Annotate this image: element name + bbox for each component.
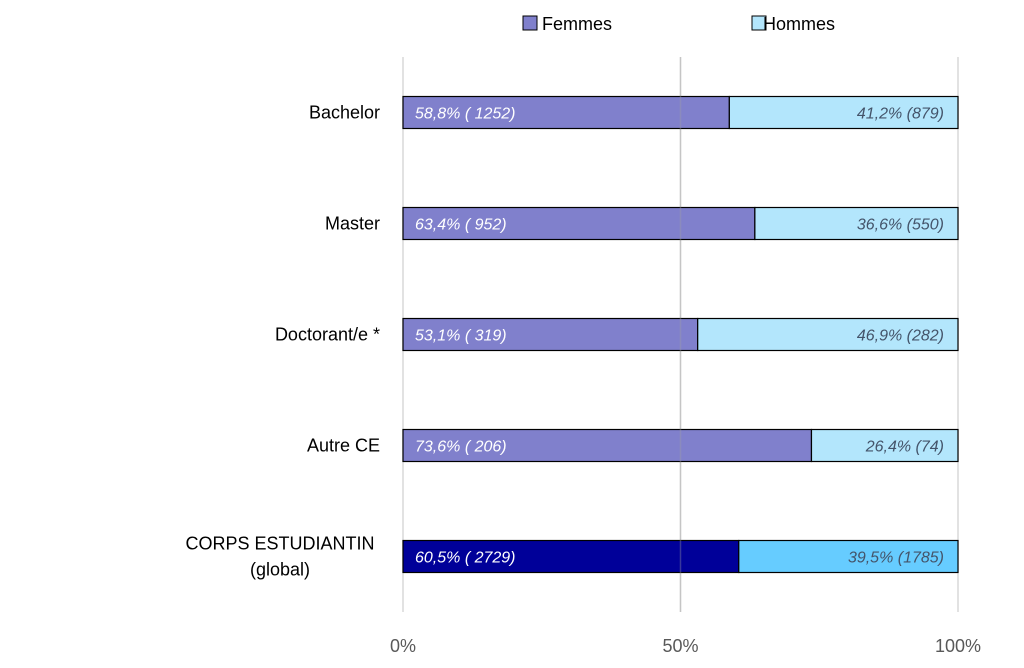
data-label-femmes: 73,6% ( 206) <box>415 439 507 456</box>
data-label-femmes: 60,5% ( 2729) <box>415 550 516 567</box>
bar-hommes <box>728 95 959 130</box>
bar-hommes <box>754 206 959 241</box>
category-label: Doctorant/e * <box>275 325 380 345</box>
data-label-hommes: 39,5% (1785) <box>848 550 944 567</box>
data-label-hommes: 26,4% (74) <box>865 439 944 456</box>
x-tick-label: 0% <box>390 636 416 656</box>
bar-hommes <box>697 317 959 352</box>
bar-femmes <box>402 95 730 130</box>
bars: 58,8% ( 1252) 41,2% (879) 63,4% ( 952) 36,6… <box>402 95 959 574</box>
bar-hommes <box>810 428 959 463</box>
legend-label-femmes: Femmes <box>542 14 612 34</box>
legend-label-hommes: Hommes <box>763 14 835 34</box>
category-label: CORPS ESTUDIANTIN <box>185 534 374 554</box>
legend-swatch-hommes <box>751 15 767 31</box>
x-tick-label: 100% <box>935 636 981 656</box>
bar-femmes <box>402 539 740 574</box>
category-label: (global) <box>250 560 310 580</box>
data-label-hommes: 46,9% (282) <box>857 328 944 345</box>
category-label: Autre CE <box>307 436 380 456</box>
legend: Femmes Hommes <box>522 14 835 34</box>
bar-femmes <box>402 428 813 463</box>
bar-femmes <box>402 206 756 241</box>
bar-hommes <box>738 539 959 574</box>
category-label: Bachelor <box>309 103 380 123</box>
x-tick-label: 50% <box>662 636 698 656</box>
category-labels: Bachelor Master Doctorant/e * Autre CE CORPS… <box>185 103 380 580</box>
legend-swatch-femmes <box>522 15 538 31</box>
data-label-hommes: 36,6% (550) <box>857 217 944 234</box>
data-label-hommes: 41,2% (879) <box>857 106 944 123</box>
x-axis-ticks: 0% 50% 100% <box>390 636 981 656</box>
data-label-femmes: 53,1% ( 319) <box>415 328 507 345</box>
category-label: Master <box>325 214 380 234</box>
data-label-femmes: 63,4% ( 952) <box>415 217 507 234</box>
data-label-femmes: 58,8% ( 1252) <box>415 106 516 123</box>
